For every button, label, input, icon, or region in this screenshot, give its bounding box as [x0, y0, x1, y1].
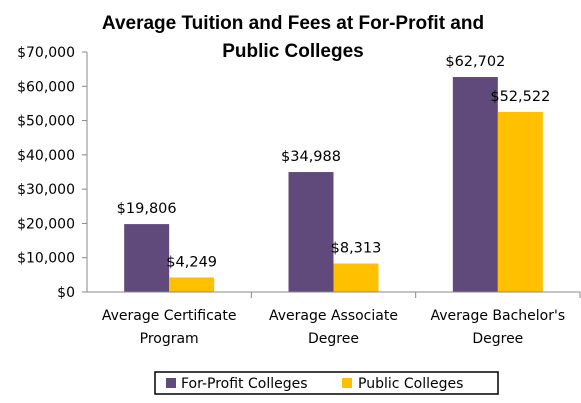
- x-axis: Average Certificate Program Average Associ…: [87, 291, 581, 347]
- y-tick-label: $70,000: [17, 45, 75, 61]
- x-category-label: Degree: [308, 331, 359, 347]
- x-category-label: Degree: [472, 331, 523, 347]
- bar: [124, 224, 170, 292]
- y-tick-label: $20,000: [17, 216, 75, 232]
- bar: [169, 277, 215, 292]
- x-category-label: Average Bachelor's: [430, 308, 565, 324]
- legend-label: Public Colleges: [358, 376, 463, 392]
- y-tick-label: $30,000: [17, 182, 75, 198]
- chart-title-line-2: Public Colleges: [222, 41, 363, 62]
- bar: [497, 111, 543, 293]
- legend-box: [154, 371, 499, 395]
- bar: [333, 263, 379, 292]
- bar: [288, 172, 334, 292]
- data-label: $4,249: [166, 254, 217, 270]
- y-tick-label: $10,000: [17, 251, 75, 267]
- data-label: $19,806: [117, 201, 177, 217]
- legend-swatch: [342, 378, 352, 388]
- bar: [452, 77, 498, 292]
- data-labels: $19,806 $4,249 $34,988 $8,313 $62,702 $52,522: [117, 54, 551, 270]
- y-tick-label: $40,000: [17, 148, 75, 164]
- data-label: $52,522: [490, 89, 550, 105]
- chart-title-line-1: Average Tuition and Fees at For-Profit a…: [102, 13, 484, 34]
- y-tick-label: $50,000: [17, 114, 75, 130]
- bars: [124, 77, 543, 293]
- x-category-label: Average Certificate: [102, 308, 237, 324]
- data-label: $8,313: [331, 240, 382, 256]
- data-label: $34,988: [281, 149, 341, 165]
- legend: For-Profit Colleges Public Colleges: [154, 371, 499, 395]
- y-tick-label: $0: [57, 285, 75, 301]
- y-tick-label: $60,000: [17, 79, 75, 95]
- y-axis: $0 $10,000 $20,000 $30,000 $40,000 $50,000 $60…: [17, 45, 88, 301]
- x-category-label: Average Associate: [269, 308, 398, 324]
- data-label: $62,702: [445, 54, 505, 70]
- x-category-label: Program: [140, 331, 199, 347]
- legend-swatch: [166, 378, 176, 388]
- legend-label: For-Profit Colleges: [181, 376, 308, 392]
